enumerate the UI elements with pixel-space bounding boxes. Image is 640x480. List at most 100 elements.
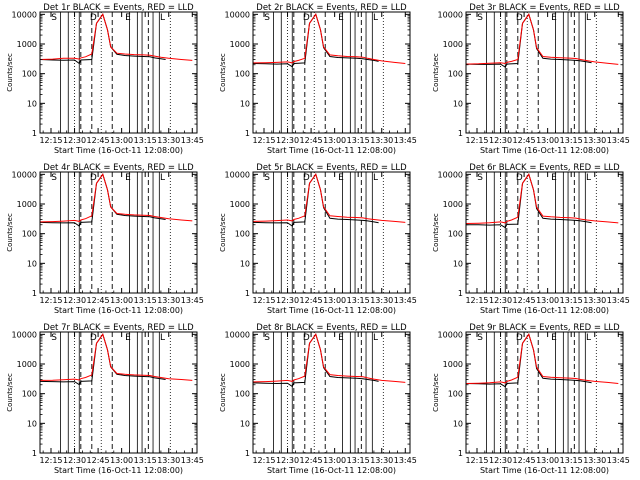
y-tick-label: 10000	[438, 170, 463, 179]
x-tick-label: 12:30	[276, 136, 299, 145]
y-tick-label: 1	[32, 449, 37, 458]
events-series-line	[466, 333, 592, 388]
plot-frame	[39, 11, 198, 134]
y-tick-label: 1000	[443, 360, 463, 369]
event-marker-d: D	[90, 13, 97, 23]
plot-frame	[252, 171, 411, 294]
event-marker-l: L	[373, 13, 378, 23]
x-tick-label: 13:15	[134, 456, 157, 465]
x-tick-label: 13:00	[323, 136, 346, 145]
event-marker-l: L	[160, 13, 165, 23]
x-tick-label: 12:30	[489, 136, 512, 145]
x-tick-label: 12:15	[252, 296, 275, 305]
x-tick-label: 13:15	[560, 136, 583, 145]
x-tick-label: 13:30	[157, 296, 180, 305]
y-tick-label: 1000	[443, 40, 463, 49]
plot-frame	[39, 171, 198, 294]
x-tick-label: 13:15	[560, 456, 583, 465]
events-series-line	[253, 173, 379, 227]
event-marker-e: E	[551, 173, 557, 183]
lld-series-line	[253, 333, 406, 383]
event-marker-e: E	[338, 333, 344, 343]
plot-frame	[252, 11, 411, 134]
y-tick-label: 10	[240, 419, 250, 428]
y-tick-label: 10000	[12, 170, 37, 179]
x-tick-label: 12:45	[87, 136, 110, 145]
y-tick-label: 10	[240, 99, 250, 108]
event-marker-l: L	[160, 173, 165, 183]
y-tick-label: 1	[458, 289, 463, 298]
x-tick-label: 13:15	[560, 296, 583, 305]
event-marker-s: S	[51, 13, 57, 23]
x-axis-label: Start Time (16-Oct-11 12:08:00)	[480, 146, 609, 155]
x-tick-label: 12:30	[63, 296, 86, 305]
event-marker-s: S	[51, 333, 57, 343]
event-marker-d: D	[303, 173, 310, 183]
event-marker-l: L	[586, 333, 591, 343]
lld-series-line	[253, 173, 406, 223]
x-axis-label: Start Time (16-Oct-11 12:08:00)	[54, 306, 183, 315]
x-tick-label: 13:00	[110, 456, 133, 465]
y-tick-label: 1000	[230, 360, 250, 369]
events-series-line	[466, 173, 592, 229]
lld-series-line	[40, 173, 193, 223]
x-tick-label: 13:45	[181, 136, 204, 145]
detector-panel: 1 10 100 1000 10000 12:15 12:30 12:45 13:00 13:15…	[219, 323, 417, 475]
y-tick-label: 1	[245, 129, 250, 138]
x-tick-label: 13:30	[370, 456, 393, 465]
plot-frame	[465, 171, 624, 294]
panel-title: Det 7r BLACK = Events, RED = LLD	[43, 323, 194, 333]
event-marker-s: S	[477, 333, 483, 343]
x-tick-label: 13:15	[134, 296, 157, 305]
x-tick-label: 12:30	[276, 296, 299, 305]
y-tick-label: 1	[32, 129, 37, 138]
x-tick-label: 12:45	[87, 296, 110, 305]
event-marker-d: D	[516, 173, 523, 183]
event-marker-e: E	[338, 173, 344, 183]
x-tick-label: 13:00	[110, 136, 133, 145]
detector-panel: 1 10 100 1000 10000 12:15 12:30 12:45 13:00 13:15…	[432, 3, 630, 155]
y-axis-label: Counts/sec	[219, 373, 227, 412]
y-axis-label: Counts/sec	[432, 373, 440, 412]
x-tick-label: 13:15	[347, 456, 370, 465]
event-marker-s: S	[264, 13, 270, 23]
x-tick-label: 12:45	[300, 136, 323, 145]
event-marker-d: D	[303, 13, 310, 23]
event-marker-l: L	[586, 173, 591, 183]
events-series-line	[253, 333, 379, 388]
y-tick-label: 100	[235, 230, 250, 239]
event-marker-e: E	[551, 333, 557, 343]
x-tick-label: 12:45	[300, 456, 323, 465]
y-tick-label: 100	[22, 230, 37, 239]
x-tick-label: 13:00	[323, 456, 346, 465]
y-axis-label: Counts/sec	[6, 53, 14, 92]
detector-panel: 1 10 100 1000 10000 12:15 12:30 12:45 13:00 13:15…	[432, 323, 630, 475]
x-tick-label: 13:00	[536, 296, 559, 305]
x-tick-label: 12:15	[465, 456, 488, 465]
event-marker-s: S	[477, 13, 483, 23]
event-marker-d: D	[303, 333, 310, 343]
plot-frame	[465, 331, 624, 454]
x-tick-label: 13:45	[181, 456, 204, 465]
x-tick-label: 13:45	[394, 296, 417, 305]
y-tick-label: 10000	[438, 330, 463, 339]
x-tick-label: 13:45	[394, 456, 417, 465]
x-tick-label: 13:45	[394, 136, 417, 145]
lld-series-line	[40, 13, 193, 61]
event-marker-e: E	[125, 13, 131, 23]
y-tick-label: 100	[235, 70, 250, 79]
plot-frame	[465, 11, 624, 134]
x-tick-label: 12:45	[513, 136, 536, 145]
y-tick-label: 100	[235, 390, 250, 399]
x-tick-label: 12:45	[513, 456, 536, 465]
detector-panel: 1 10 100 1000 10000 12:15 12:30 12:45 13:00 13:15…	[432, 163, 630, 315]
x-tick-label: 12:15	[252, 136, 275, 145]
event-marker-l: L	[160, 333, 165, 343]
x-tick-label: 13:45	[607, 456, 630, 465]
y-axis-label: Counts/sec	[219, 213, 227, 252]
x-tick-label: 13:15	[347, 136, 370, 145]
event-marker-e: E	[125, 333, 131, 343]
y-tick-label: 10000	[12, 330, 37, 339]
x-tick-label: 13:00	[110, 296, 133, 305]
panel-title: Det 1r BLACK = Events, RED = LLD	[43, 3, 194, 13]
